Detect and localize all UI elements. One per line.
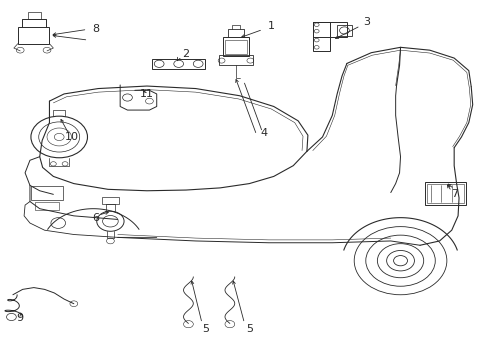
Text: 7: 7 (449, 189, 457, 199)
Bar (18, 27, 49, 44)
Bar (27, 12, 41, 19)
Bar (218, 55, 253, 65)
Text: 4: 4 (260, 129, 267, 138)
Bar (222, 37, 249, 56)
Text: 10: 10 (64, 132, 78, 142)
Text: 11: 11 (140, 89, 154, 99)
Text: 5: 5 (202, 324, 208, 334)
Bar (35, 202, 59, 211)
Bar (31, 186, 62, 200)
Bar (102, 197, 119, 204)
Text: 8: 8 (92, 24, 99, 35)
Bar (336, 25, 351, 36)
Bar (424, 182, 466, 205)
Text: 1: 1 (267, 21, 274, 31)
Text: 9: 9 (17, 313, 24, 323)
Bar (152, 59, 205, 69)
Bar (224, 40, 246, 54)
Bar (427, 184, 463, 203)
Text: 5: 5 (245, 324, 252, 334)
Bar (312, 22, 346, 37)
Bar (312, 22, 329, 51)
Text: 2: 2 (182, 49, 189, 59)
Text: 3: 3 (362, 17, 369, 27)
Text: 6: 6 (92, 213, 99, 222)
